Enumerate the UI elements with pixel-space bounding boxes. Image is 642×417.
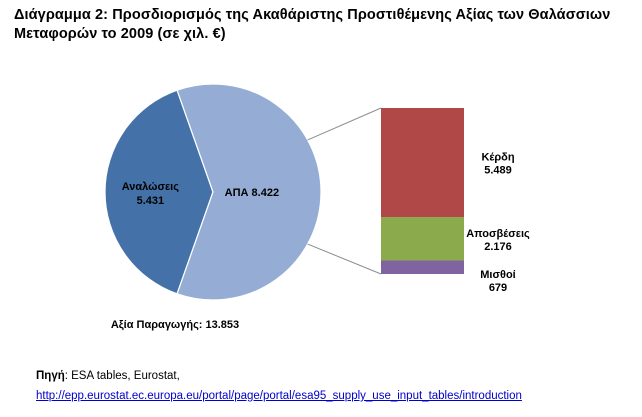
production-value-label: Αξία Παραγωγής: 13.853	[111, 319, 239, 331]
source-link[interactable]: http://epp.eurostat.ec.europa.eu/portal/…	[36, 390, 522, 402]
bar-segment-value: 5.489	[484, 165, 512, 177]
bar-segment-label: Κέρδη	[481, 152, 514, 164]
bar-segment-value: 2.176	[484, 241, 512, 253]
pie-slice-label: Αναλώσεις	[122, 181, 179, 193]
bar-segment	[381, 217, 464, 261]
pie-group	[104, 83, 322, 301]
connector-lines	[307, 107, 382, 275]
connector-line	[307, 243, 382, 275]
pie-slice	[104, 89, 214, 295]
labels: Αναλώσεις 5.431 ΑΠΑ 8.422 Αξία Παραγωγής: 1…	[111, 152, 530, 331]
stacked-bar	[381, 108, 464, 274]
chart-title: Διάγραμμα 2: Προσδιορισμός της Ακαθάριστ…	[14, 7, 611, 42]
bar-segment-label: Μισθοί	[480, 269, 515, 281]
bar-segment-value: 679	[489, 282, 507, 294]
bar-segment-label: Αποσβέσεις	[466, 228, 530, 240]
bar-segment	[381, 260, 464, 274]
pie-slice-value: 5.431	[137, 195, 165, 207]
pie-slice-label: ΑΠΑ 8.422	[225, 187, 279, 199]
source-note: Πηγή: ESA tables, Eurostat,	[36, 370, 180, 382]
source-label: Πηγή	[36, 370, 65, 382]
pie-slice	[176, 83, 322, 301]
source-text: : ESA tables, Eurostat,	[64, 370, 180, 382]
connector-line	[307, 107, 382, 141]
bar-segment	[381, 108, 464, 218]
